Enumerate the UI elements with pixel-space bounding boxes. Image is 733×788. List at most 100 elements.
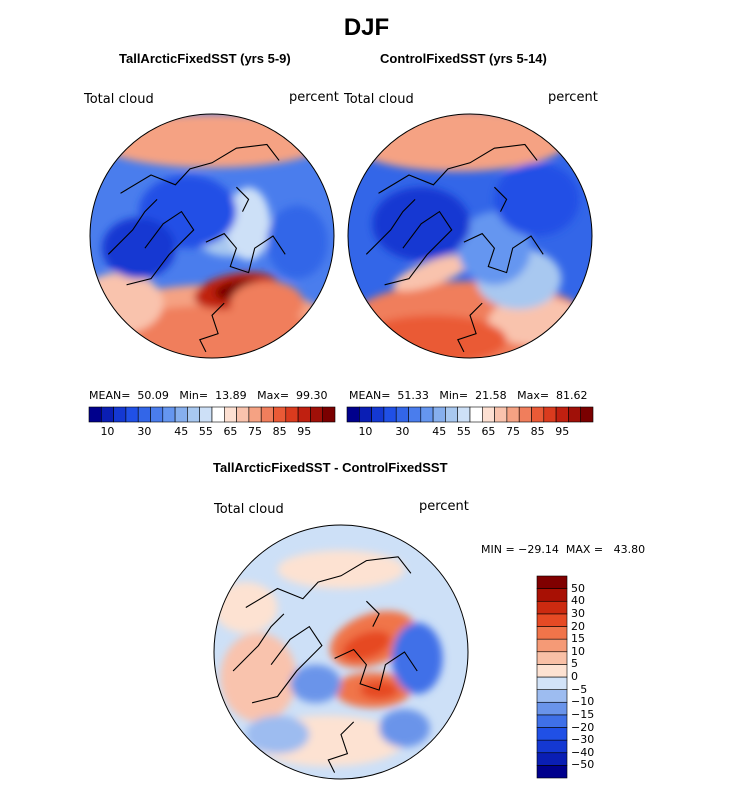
- panel-2-title: ControlFixedSST (yrs 5-14): [380, 51, 547, 66]
- field-contour-region: [494, 162, 580, 236]
- coastline: [245, 556, 412, 608]
- colorbar-tick: −20: [571, 720, 595, 734]
- colorbar-tick: 45: [174, 425, 189, 438]
- colorbar-tick: 50: [571, 581, 585, 595]
- colorbar-tick: 75: [506, 425, 521, 438]
- panel-1-units-label: percent: [289, 90, 339, 105]
- colorbar-swatch: [536, 765, 568, 779]
- colorbar-tick: 45: [432, 425, 447, 438]
- colorbar-swatch: [536, 689, 568, 703]
- coastline: [366, 600, 380, 627]
- colorbar-tick: 55: [456, 425, 471, 438]
- colorbar-tick: 95: [555, 425, 570, 438]
- colorbar-swatch: [536, 701, 568, 716]
- coastline: [251, 625, 323, 704]
- colorbar-swatch: [536, 664, 568, 678]
- panel-2-stats: MEAN= 51.33 Min= 21.58 Max= 81.62: [349, 389, 588, 402]
- map-boundary: [89, 113, 335, 359]
- figure-title: DJF: [343, 14, 390, 41]
- colorbar-swatch: [536, 588, 568, 602]
- colorbar-swatch: [536, 600, 568, 615]
- field-contour-region: [245, 715, 310, 754]
- field-contour-region: [393, 254, 474, 292]
- colorbar-tick: −5: [571, 682, 588, 696]
- colorbar-tick: 10: [358, 425, 373, 438]
- colorbar-swatch: [322, 406, 336, 423]
- colorbar-swatch: [536, 575, 568, 589]
- colorbar-tick: 10: [571, 644, 585, 658]
- coastline: [199, 302, 225, 353]
- colorbar-tick: 40: [571, 594, 585, 608]
- coastline: [107, 199, 158, 255]
- colorbar-tick: −40: [571, 745, 595, 759]
- coastline: [232, 613, 285, 672]
- colorbar-swatch: [536, 651, 568, 665]
- colorbar-swatch: [536, 613, 568, 627]
- coastline: [365, 199, 416, 255]
- field-contour-region: [220, 632, 297, 722]
- coastline: [236, 186, 250, 212]
- colorbar-tick: 95: [297, 425, 312, 438]
- field-contour-region: [290, 664, 341, 703]
- colorbar-swatch: [536, 727, 568, 741]
- colorbar-tick: −30: [571, 733, 595, 747]
- field-contour-region: [342, 630, 391, 661]
- colorbar-swatch: [536, 739, 568, 754]
- coastline: [334, 648, 418, 691]
- colorbar-tick: 5: [571, 657, 578, 671]
- colorbar-tick: 20: [571, 619, 585, 633]
- colorbar-swatch: [536, 752, 568, 766]
- colorbar-swatch: [536, 714, 568, 728]
- coastline: [457, 302, 483, 353]
- colorbar-tick: −50: [571, 758, 595, 772]
- colorbar-swatch: [536, 638, 568, 653]
- colorbar-swatch: [536, 626, 568, 640]
- colorbar-tick: 30: [137, 425, 152, 438]
- panel-3-field-label: Total cloud: [214, 502, 284, 517]
- panel-2-field-label: Total cloud: [344, 92, 414, 107]
- colorbar-tick: 75: [248, 425, 263, 438]
- colorbar-tick: 30: [395, 425, 410, 438]
- field-contour-region: [266, 205, 328, 279]
- colorbar-tick: 10: [100, 425, 115, 438]
- colorbar-swatch: [536, 676, 568, 690]
- colorbar-tick: 15: [571, 632, 585, 646]
- field-contour-region: [379, 709, 430, 748]
- colorbar-tick: −10: [571, 695, 595, 709]
- coastline: [378, 143, 538, 194]
- panel-1-stats: MEAN= 50.09 Min= 13.89 Max= 99.30: [89, 389, 328, 402]
- colorbar-tick: 30: [571, 606, 585, 620]
- colorbar-tick: 65: [481, 425, 496, 438]
- coastline: [120, 143, 280, 194]
- coastline: [463, 232, 544, 274]
- panel-3-stats: MIN = −29.14 MAX = 43.80: [481, 543, 646, 556]
- colorbar-swatch: [580, 406, 594, 423]
- colorbar-tick: 0: [571, 670, 578, 683]
- coastline: [384, 210, 453, 286]
- map-boundary: [213, 524, 469, 780]
- field-contour-region: [226, 187, 271, 261]
- panel-1-field-label: Total cloud: [84, 92, 154, 107]
- colorbar-tick: 65: [223, 425, 238, 438]
- coastline: [205, 232, 286, 274]
- colorbar-tick: 85: [530, 425, 545, 438]
- map-boundary: [347, 113, 593, 359]
- panel-2-units-label: percent: [548, 90, 598, 105]
- field-contour-region: [102, 217, 176, 279]
- panel-1-title: TallArcticFixedSST (yrs 5-9): [119, 51, 291, 66]
- colorbar-tick: 85: [272, 425, 287, 438]
- coastline: [126, 210, 195, 286]
- field-contour-region: [391, 622, 443, 694]
- coastline: [327, 721, 355, 773]
- colorbar-tick: 55: [198, 425, 213, 438]
- coastline: [494, 186, 508, 212]
- panel-3-title: TallArcticFixedSST - ControlFixedSST: [213, 460, 448, 475]
- colorbar-tick: −15: [571, 707, 595, 721]
- field-contour-region: [214, 582, 278, 633]
